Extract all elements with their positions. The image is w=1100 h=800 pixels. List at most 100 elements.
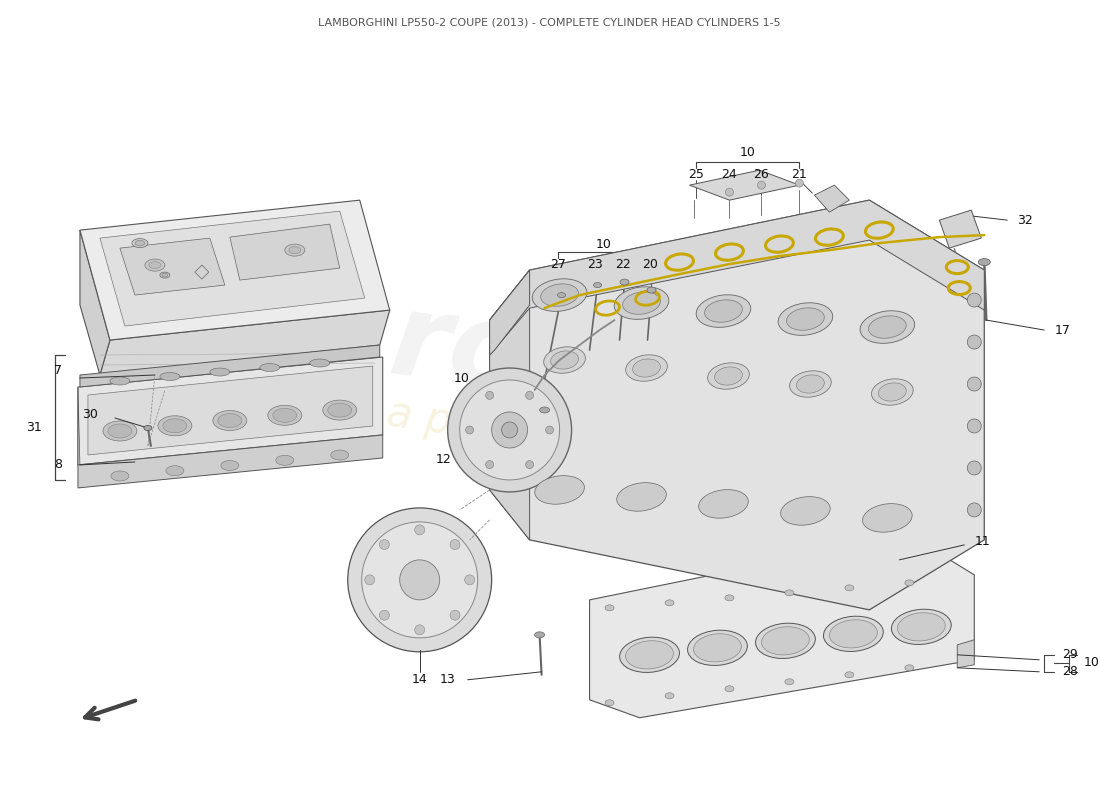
Ellipse shape [829,620,878,648]
Ellipse shape [331,450,349,460]
Ellipse shape [619,637,680,673]
Ellipse shape [541,284,579,306]
Text: 11: 11 [975,535,990,548]
Ellipse shape [666,693,674,698]
Ellipse shape [328,403,352,417]
Polygon shape [80,200,389,340]
Ellipse shape [715,367,742,385]
Ellipse shape [626,641,673,669]
Circle shape [526,461,534,469]
Ellipse shape [626,355,668,382]
Ellipse shape [978,258,990,266]
Text: a passion for parts: a passion for parts [385,392,774,488]
Ellipse shape [905,665,914,671]
Ellipse shape [778,302,833,335]
Ellipse shape [108,424,132,438]
Text: 17: 17 [1054,323,1070,337]
Circle shape [795,179,803,187]
Text: 7: 7 [54,363,62,377]
Circle shape [415,625,425,635]
Polygon shape [80,230,110,375]
Circle shape [502,422,518,438]
Ellipse shape [543,347,585,374]
Ellipse shape [707,363,749,390]
Polygon shape [690,170,800,200]
Ellipse shape [869,316,906,338]
Ellipse shape [871,379,913,405]
Circle shape [450,610,460,620]
Ellipse shape [790,371,832,398]
Circle shape [967,335,981,349]
Ellipse shape [694,634,741,662]
Text: 25: 25 [689,168,704,181]
Polygon shape [80,345,380,387]
Ellipse shape [905,580,914,586]
Circle shape [460,380,560,480]
Text: 10: 10 [1084,656,1099,670]
Text: 13: 13 [440,674,455,686]
Polygon shape [78,387,80,465]
Text: eurospares: eurospares [222,261,977,479]
Ellipse shape [221,461,239,470]
Ellipse shape [666,600,674,606]
Circle shape [362,522,477,638]
Text: 14: 14 [411,674,428,686]
Ellipse shape [605,700,614,706]
Ellipse shape [605,605,614,611]
Circle shape [758,181,766,189]
Ellipse shape [756,623,815,658]
Text: LAMBORGHINI LP550-2 COUPE (2013) - COMPLETE CYLINDER HEAD CYLINDERS 1-5: LAMBORGHINI LP550-2 COUPE (2013) - COMPL… [318,18,781,27]
Ellipse shape [532,278,587,311]
Polygon shape [814,185,849,212]
Ellipse shape [623,292,660,314]
Polygon shape [78,435,383,488]
Ellipse shape [688,630,747,666]
Ellipse shape [218,414,242,427]
Circle shape [967,377,981,391]
Circle shape [546,426,553,434]
Ellipse shape [160,373,180,381]
Ellipse shape [620,279,629,285]
Ellipse shape [540,407,550,413]
Ellipse shape [647,287,656,293]
Circle shape [967,503,981,517]
Ellipse shape [891,610,952,645]
Text: 23: 23 [586,258,603,270]
Ellipse shape [785,590,794,596]
Ellipse shape [632,359,660,377]
Ellipse shape [845,672,854,678]
Ellipse shape [781,497,830,526]
Text: 10: 10 [454,371,470,385]
Polygon shape [88,366,373,455]
Text: 26: 26 [754,168,769,181]
Ellipse shape [148,262,161,269]
Text: 30: 30 [82,409,98,422]
Ellipse shape [879,383,906,401]
Polygon shape [490,200,984,610]
Polygon shape [230,224,340,280]
Polygon shape [490,270,529,355]
Ellipse shape [725,595,734,601]
Ellipse shape [267,406,301,426]
Ellipse shape [594,282,602,287]
Ellipse shape [761,626,810,655]
Text: 27: 27 [550,258,565,270]
Circle shape [379,610,389,620]
Ellipse shape [796,375,824,393]
Circle shape [485,391,494,399]
Text: 12: 12 [436,454,452,466]
Text: 10: 10 [739,146,756,158]
Text: 24: 24 [722,168,737,181]
Circle shape [526,391,534,399]
Circle shape [348,508,492,652]
Ellipse shape [614,286,669,319]
Circle shape [464,575,475,585]
Circle shape [465,426,474,434]
Ellipse shape [145,259,165,271]
Circle shape [379,539,389,550]
Ellipse shape [862,504,912,532]
Ellipse shape [163,418,187,433]
Ellipse shape [135,241,145,246]
Ellipse shape [103,421,136,441]
Circle shape [967,461,981,475]
